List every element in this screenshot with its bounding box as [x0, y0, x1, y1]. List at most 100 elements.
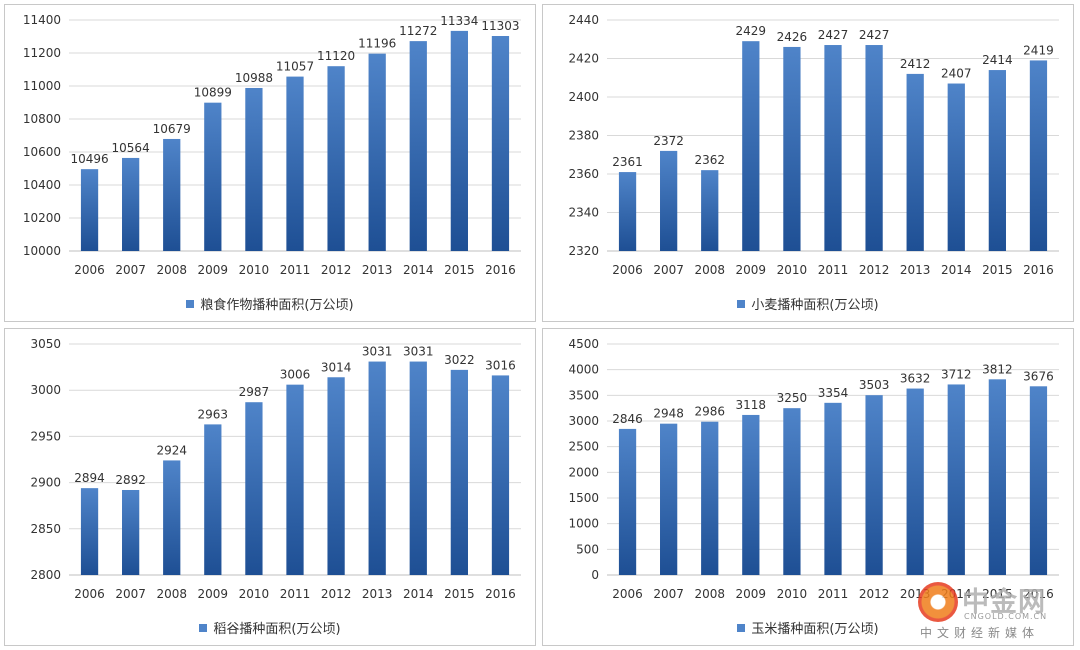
y-tick-label: 10200: [23, 211, 61, 225]
x-tick-label: 2011: [280, 263, 311, 277]
bar: [80, 169, 99, 251]
data-label: 11303: [481, 19, 519, 33]
data-label: 10496: [70, 152, 108, 166]
x-tick-label: 2006: [612, 263, 643, 277]
y-tick-label: 10800: [23, 112, 61, 126]
y-tick-label: 2850: [30, 522, 61, 536]
data-label: 2362: [694, 153, 725, 167]
bar: [824, 402, 842, 575]
x-tick-label: 2011: [280, 587, 311, 601]
bar: [450, 30, 468, 251]
bar: [122, 489, 140, 575]
x-tick-label: 2009: [736, 263, 767, 277]
y-tick-label: 3000: [568, 414, 599, 428]
data-label: 3676: [1023, 369, 1054, 383]
x-tick-label: 2013: [900, 263, 931, 277]
x-tick-label: 2009: [198, 587, 229, 601]
x-tick-label: 2016: [1023, 587, 1054, 601]
x-tick-label: 2010: [777, 587, 808, 601]
bar: [491, 36, 510, 251]
data-label: 11334: [440, 14, 478, 28]
legend: 稻谷播种面积(万公顷): [5, 618, 535, 637]
y-tick-label: 4500: [568, 337, 599, 351]
chart-svg-grain: 10000 10200 10400 10600 10800 11000 11200 11400…: [23, 13, 521, 277]
bar: [122, 157, 140, 251]
y-tick-label: 500: [576, 542, 599, 556]
bar: [783, 408, 801, 575]
x-tick-label: 2010: [239, 587, 270, 601]
data-label: 10988: [235, 71, 273, 85]
data-label: 2407: [941, 67, 972, 81]
chart-svg-wheat: 2320 2340 2360 2380 2400 2420 2440 2361 2006 2372…: [568, 13, 1059, 277]
data-label: 2361: [612, 155, 643, 169]
bar: [286, 384, 304, 575]
legend: 粮食作物播种面积(万公顷): [5, 294, 535, 313]
bar: [906, 73, 924, 252]
data-label: 2987: [239, 385, 270, 399]
x-tick-label: 2013: [362, 263, 393, 277]
x-tick-label: 2011: [818, 587, 849, 601]
watermark-tagline: 中文财经新媒体: [920, 626, 1040, 640]
y-tick-label: 2440: [568, 13, 599, 27]
x-tick-label: 2015: [444, 587, 475, 601]
bar: [660, 423, 678, 575]
bar: [204, 102, 222, 251]
y-tick-label: 2500: [568, 440, 599, 454]
y-tick-label: 0: [591, 568, 599, 582]
x-tick-label: 2010: [777, 263, 808, 277]
x-tick-label: 2016: [485, 263, 516, 277]
data-label: 3354: [818, 386, 849, 400]
x-tick-label: 2015: [982, 587, 1013, 601]
bar: [1029, 386, 1048, 575]
data-label: 2414: [982, 53, 1013, 67]
x-tick-label: 2016: [485, 587, 516, 601]
data-label: 2948: [653, 407, 684, 421]
legend-label: 粮食作物播种面积(万公顷): [200, 298, 354, 313]
bar: [80, 488, 99, 575]
bar: [660, 150, 678, 251]
chart-svg-rice: 2800 2850 2900 2950 3000 3050 2894 2006 2892 2007…: [30, 337, 521, 601]
y-tick-label: 2800: [30, 568, 61, 582]
x-tick-label: 2006: [74, 587, 105, 601]
y-tick-label: 10000: [23, 244, 61, 258]
bar: [947, 83, 965, 252]
legend: 小麦播种面积(万公顷): [543, 294, 1073, 313]
bar: [947, 384, 965, 575]
data-label: 3118: [736, 398, 767, 412]
bar: [824, 45, 842, 252]
data-label: 3503: [859, 378, 890, 392]
bar: [742, 414, 760, 575]
data-label: 2427: [859, 28, 890, 42]
data-label: 3812: [982, 362, 1013, 376]
data-label: 2427: [818, 28, 849, 42]
chart-panel-wheat: 2320 2340 2360 2380 2400 2420 2440 2361 2006 2372…: [542, 4, 1074, 322]
x-tick-label: 2009: [198, 263, 229, 277]
x-tick-label: 2014: [403, 263, 434, 277]
data-label: 10564: [112, 141, 150, 155]
chart-svg-corn: 0 500 1000 1500 2000 2500 3000 3500 4000 4500 2846…: [568, 337, 1059, 601]
x-tick-label: 2010: [239, 263, 270, 277]
bar: [245, 402, 263, 575]
x-tick-label: 2007: [115, 587, 146, 601]
bar: [491, 375, 510, 575]
bar: [163, 138, 181, 251]
data-label: 2894: [74, 471, 105, 485]
bar: [618, 428, 637, 575]
data-label: 3632: [900, 372, 931, 386]
bar: [701, 170, 719, 251]
x-tick-label: 2011: [818, 263, 849, 277]
data-label: 3014: [321, 360, 352, 374]
data-label: 3250: [777, 391, 808, 405]
data-label: 3031: [362, 345, 393, 359]
bar: [906, 388, 924, 575]
x-tick-label: 2014: [403, 587, 434, 601]
data-label: 3712: [941, 367, 972, 381]
x-tick-label: 2009: [736, 587, 767, 601]
x-tick-label: 2008: [694, 587, 725, 601]
data-label: 2429: [736, 24, 767, 38]
bar: [618, 172, 637, 251]
y-tick-label: 10600: [23, 145, 61, 159]
y-tick-label: 2340: [568, 206, 599, 220]
x-tick-label: 2016: [1023, 263, 1054, 277]
legend: 玉米播种面积(万公顷): [543, 618, 1073, 637]
